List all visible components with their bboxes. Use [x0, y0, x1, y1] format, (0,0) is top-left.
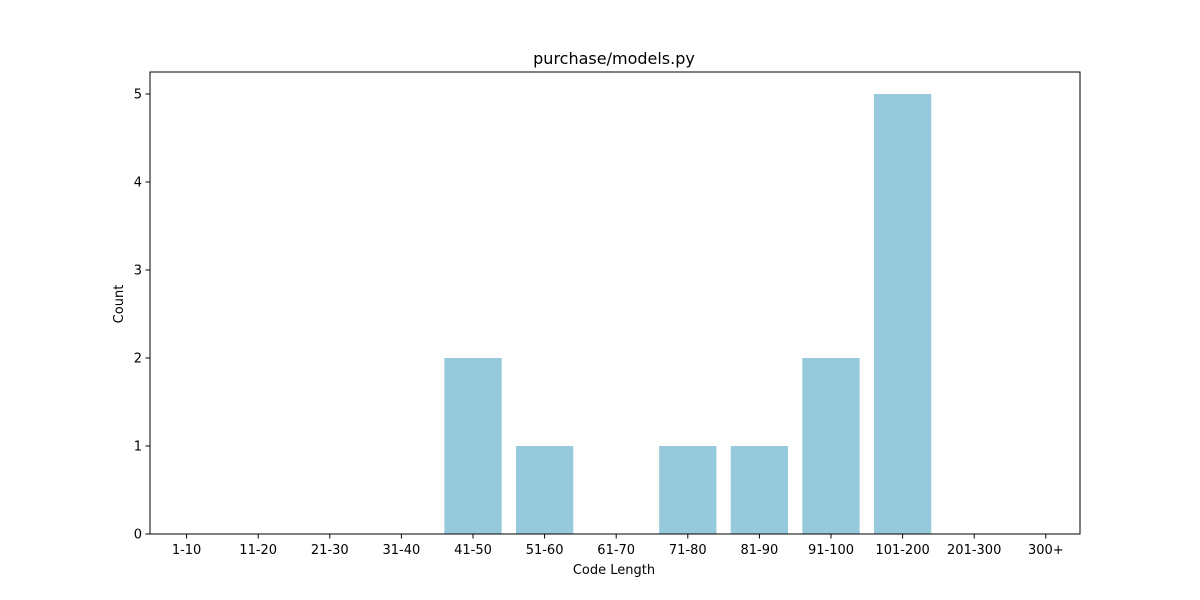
x-tick-label: 81-90	[741, 543, 779, 558]
bars-group	[444, 94, 932, 534]
bar-81-90	[730, 446, 789, 534]
x-tick-label: 31-40	[383, 543, 421, 558]
x-tick-label: 11-20	[239, 543, 277, 558]
bar-51-60	[515, 446, 574, 534]
y-ticks-group: 0 1 2 3 4 5	[134, 88, 150, 543]
x-tick-label: 91-100	[808, 543, 854, 558]
y-tick-label: 3	[134, 264, 142, 279]
y-tick-label: 1	[134, 440, 142, 455]
x-tick-label: 300+	[1028, 543, 1064, 558]
y-tick-label: 4	[134, 176, 142, 191]
y-tick-label: 2	[134, 352, 142, 367]
bar-101-200	[873, 94, 932, 534]
chart-title: purchase/models.py	[533, 49, 695, 68]
y-axis-label: Count	[112, 285, 127, 324]
bar-91-100	[802, 358, 860, 534]
x-tick-label: 201-300	[947, 543, 1001, 558]
x-axis-label: Code Length	[573, 563, 655, 578]
x-tick-label: 101-200	[875, 543, 929, 558]
bar-71-80	[659, 446, 717, 534]
x-tick-label: 51-60	[526, 543, 564, 558]
x-ticks-group: 1-10 11-20 21-30 31-40 41-50 51-60 61-70 71-80 8…	[172, 534, 1064, 558]
y-tick-label: 0	[134, 528, 142, 543]
x-tick-label: 1-10	[172, 543, 202, 558]
x-tick-label: 21-30	[311, 543, 349, 558]
x-tick-label: 71-80	[669, 543, 707, 558]
y-tick-label: 5	[134, 88, 142, 103]
x-tick-label: 61-70	[597, 543, 635, 558]
bar-41-50	[444, 358, 502, 534]
x-tick-label: 41-50	[454, 543, 492, 558]
plot-area-frame	[149, 71, 1081, 535]
